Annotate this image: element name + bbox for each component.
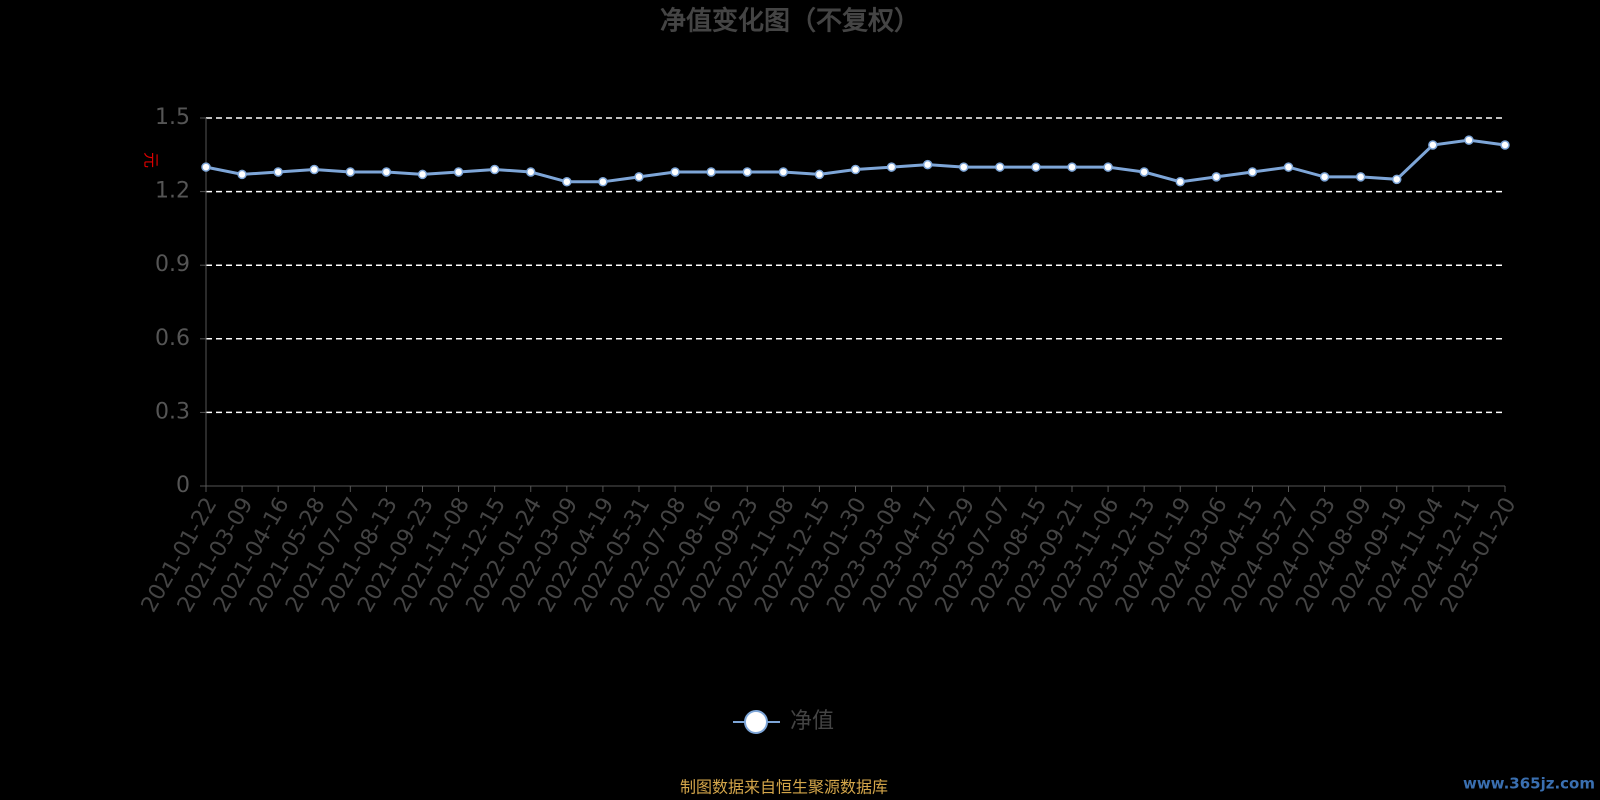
- data-point: [1175, 177, 1185, 187]
- data-point: [1103, 162, 1113, 172]
- data-point: [1500, 140, 1510, 150]
- data-point: [1355, 172, 1366, 182]
- data-point: [1392, 174, 1402, 185]
- data-point: [489, 164, 500, 175]
- data-point: [886, 162, 897, 172]
- data-point: [453, 167, 464, 177]
- y-tick-label: 1.5: [155, 105, 190, 130]
- data-point: [1319, 172, 1330, 182]
- data-point: [598, 177, 608, 187]
- data-point: [1031, 162, 1041, 172]
- y-tick-label: 0.9: [155, 252, 190, 277]
- y-tick-label: 0.3: [155, 399, 190, 424]
- data-point: [742, 167, 752, 177]
- data-point: [706, 167, 716, 177]
- data-point: [1067, 162, 1077, 172]
- data-point: [995, 162, 1005, 172]
- data-point: [1247, 167, 1258, 177]
- data-point: [1139, 167, 1149, 177]
- data-point: [850, 164, 861, 175]
- data-point: [273, 167, 283, 177]
- data-point: [959, 162, 969, 172]
- watermark: www.365jz.com: [1463, 775, 1595, 793]
- data-point: [201, 162, 211, 172]
- legend-marker: [744, 710, 768, 734]
- data-point: [309, 164, 319, 175]
- data-point: [237, 169, 247, 180]
- source-note: 制图数据来自恒生聚源数据库: [680, 778, 888, 797]
- data-point: [1464, 135, 1474, 145]
- data-point: [1283, 162, 1294, 172]
- data-point: [814, 169, 825, 180]
- data-point: [381, 167, 392, 177]
- y-tick-label: 0: [176, 473, 190, 498]
- legend-label: 净值: [790, 709, 834, 734]
- y-axis-label: 元: [142, 152, 161, 168]
- y-tick-label: 0.6: [155, 326, 190, 351]
- data-point: [634, 172, 644, 182]
- data-point: [1428, 140, 1438, 150]
- data-point: [778, 167, 789, 177]
- y-tick-label: 1.2: [155, 179, 190, 204]
- data-point: [922, 159, 933, 170]
- data-point: [526, 167, 536, 177]
- data-point: [417, 169, 428, 180]
- chart-title: 净值变化图（不复权）: [660, 6, 920, 37]
- data-point: [562, 177, 572, 187]
- data-point: [1211, 172, 1222, 182]
- data-point: [670, 167, 680, 177]
- data-point: [345, 167, 356, 177]
